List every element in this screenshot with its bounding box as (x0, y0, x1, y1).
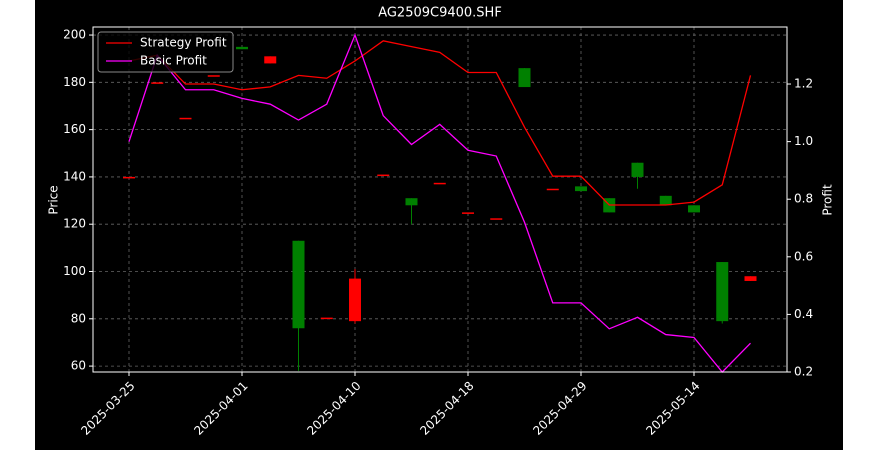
y2-axis-label: Profit (821, 184, 835, 216)
candle-body (631, 162, 644, 177)
candle-body (716, 262, 729, 322)
y2-tick-label: 1.2 (794, 77, 813, 91)
y2-tick-label: 0.4 (794, 307, 813, 321)
candle-body (546, 188, 559, 191)
candle-body (123, 176, 135, 179)
legend-box (97, 31, 234, 73)
chart-title: AG2509C9400.SHF (378, 6, 502, 21)
candle-body (688, 205, 700, 213)
legend-label: Basic Profit (140, 54, 207, 68)
y-tick-label: 200 (63, 28, 86, 42)
candle-body (377, 174, 390, 177)
profit-line (128, 40, 752, 206)
candle-body (575, 186, 587, 192)
candle-body (264, 56, 277, 64)
candle-body (349, 278, 361, 322)
candle-body (236, 46, 248, 50)
y-tick-label: 160 (63, 122, 86, 136)
y-tick-label: 120 (63, 217, 86, 231)
candle-body (179, 117, 192, 120)
figure-background (35, 0, 843, 450)
candle-body (320, 317, 333, 320)
plot-frame (92, 26, 788, 373)
y-tick-label: 140 (63, 169, 86, 183)
profit-line (128, 33, 751, 373)
candle-body (292, 240, 305, 329)
y-axis-label: Price (47, 185, 61, 214)
candle-body (207, 75, 220, 77)
y2-tick-label: 0.8 (794, 192, 813, 206)
candle-body (405, 198, 418, 206)
y-tick-label: 80 (71, 311, 86, 325)
candle-body (462, 212, 474, 214)
candle-body (433, 182, 446, 185)
y2-tick-label: 1.0 (794, 134, 813, 148)
y-tick-label: 100 (63, 264, 86, 278)
legend-label: Strategy Profit (140, 36, 227, 50)
y2-tick-label: 0.6 (794, 249, 813, 263)
y-tick-label: 180 (63, 75, 86, 89)
candle-body (518, 68, 531, 88)
candle-body (659, 195, 672, 206)
candle-body (151, 82, 164, 84)
candle-body (490, 218, 503, 220)
candle-body (744, 276, 757, 281)
y2-tick-label: 0.2 (794, 365, 813, 379)
y-tick-label: 60 (71, 359, 86, 373)
